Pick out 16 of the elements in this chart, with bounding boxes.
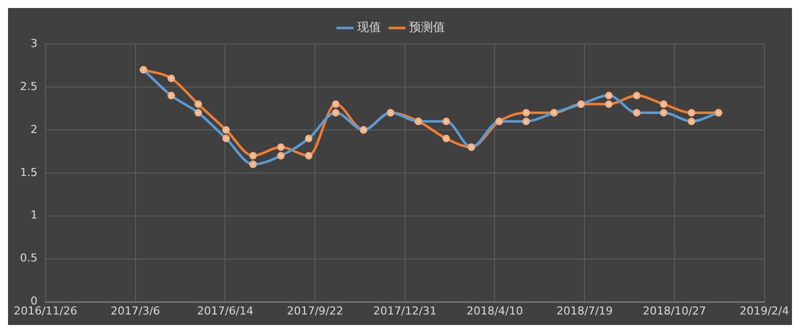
y-tick-label: 2 [30,122,38,136]
y-tick-label: 1.5 [20,166,38,179]
x-tick-label: 2018/4/10 [466,304,523,318]
legend-label: 预测值 [409,20,445,34]
y-tick-label: 2.5 [20,80,38,93]
x-tick-label: 2018/7/19 [556,304,613,318]
x-tick-label: 2017/12/31 [373,304,437,318]
x-tick-label: 2019/2/4 [740,304,789,318]
x-tick-label: 2017/9/22 [286,304,344,318]
x-tick-label: 2018/10/27 [642,304,706,318]
y-tick-label: 1 [30,208,38,222]
y-tick-label: 3 [30,36,38,50]
legend-label: 现值 [357,20,381,34]
y-tick-label: 0.5 [20,252,38,265]
x-tick-label: 2017/3/6 [110,304,160,318]
x-tick-label: 2017/6/14 [196,304,254,318]
